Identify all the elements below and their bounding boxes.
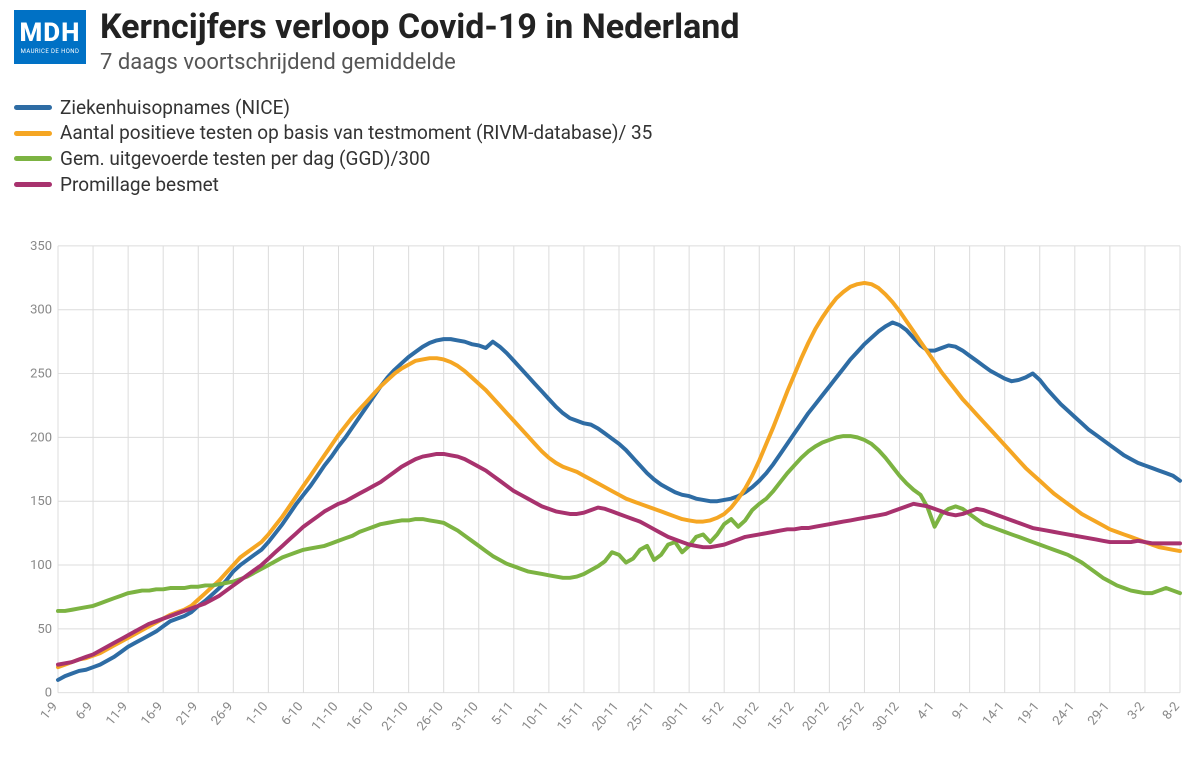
legend-label: Ziekenhuisopnames (NICE) xyxy=(60,95,290,121)
svg-text:10-12: 10-12 xyxy=(730,700,763,734)
svg-text:19-1: 19-1 xyxy=(1015,700,1043,729)
mdh-logo: MDH MAURICE DE HOND xyxy=(14,10,86,64)
svg-text:16-10: 16-10 xyxy=(344,700,377,734)
svg-text:100: 100 xyxy=(30,558,52,573)
legend-swatch xyxy=(14,131,52,136)
svg-text:21-10: 21-10 xyxy=(379,700,412,734)
legend-label: Aantal positieve testen op basis van tes… xyxy=(60,120,652,146)
svg-text:250: 250 xyxy=(30,367,52,382)
legend-item: Aantal positieve testen op basis van tes… xyxy=(14,120,1204,146)
legend-label: Gem. uitgevoerde testen per dag (GGD)/30… xyxy=(60,146,430,172)
svg-text:20-12: 20-12 xyxy=(800,700,833,734)
header: MDH MAURICE DE HOND Kerncijfers verloop … xyxy=(0,0,1204,77)
svg-text:1-9: 1-9 xyxy=(38,700,61,723)
svg-text:20-11: 20-11 xyxy=(589,700,622,734)
svg-text:350: 350 xyxy=(30,239,52,254)
legend-swatch xyxy=(14,105,52,110)
svg-text:26-9: 26-9 xyxy=(208,700,236,729)
svg-text:16-9: 16-9 xyxy=(138,700,166,729)
svg-text:31-10: 31-10 xyxy=(449,700,482,734)
legend: Ziekenhuisopnames (NICE)Aantal positieve… xyxy=(14,95,1204,198)
svg-text:8-2: 8-2 xyxy=(1160,700,1183,723)
svg-text:0: 0 xyxy=(45,686,52,701)
chart-subtitle: 7 daags voortschrijdend gemiddelde xyxy=(100,50,740,75)
svg-text:50: 50 xyxy=(37,622,52,637)
svg-text:30-12: 30-12 xyxy=(870,700,903,734)
legend-item: Gem. uitgevoerde testen per dag (GGD)/30… xyxy=(14,146,1204,172)
line-chart: 0501001502002503003501-96-911-916-921-92… xyxy=(14,238,1190,752)
legend-label: Promillage besmet xyxy=(60,172,219,198)
svg-text:24-1: 24-1 xyxy=(1050,700,1078,729)
logo-sub: MAURICE DE HOND xyxy=(21,48,80,55)
legend-item: Promillage besmet xyxy=(14,172,1204,198)
svg-text:14-1: 14-1 xyxy=(980,700,1008,729)
svg-text:11-10: 11-10 xyxy=(309,700,342,734)
svg-text:25-11: 25-11 xyxy=(625,700,658,734)
svg-text:30-11: 30-11 xyxy=(660,700,693,734)
svg-text:4-1: 4-1 xyxy=(914,700,937,723)
svg-text:300: 300 xyxy=(30,303,52,318)
chart-title: Kerncijfers verloop Covid-19 in Nederlan… xyxy=(100,10,740,46)
svg-text:200: 200 xyxy=(30,430,52,445)
svg-text:3-2: 3-2 xyxy=(1125,700,1148,723)
svg-text:21-9: 21-9 xyxy=(173,700,201,729)
svg-text:6-9: 6-9 xyxy=(73,700,96,723)
svg-text:1-10: 1-10 xyxy=(244,700,272,729)
legend-item: Ziekenhuisopnames (NICE) xyxy=(14,95,1204,121)
chart-area: 0501001502002503003501-96-911-916-921-92… xyxy=(14,238,1190,752)
svg-text:11-9: 11-9 xyxy=(103,700,131,729)
legend-swatch xyxy=(14,182,52,187)
svg-text:5-11: 5-11 xyxy=(489,700,517,729)
logo-main: MDH xyxy=(20,20,81,46)
svg-text:26-10: 26-10 xyxy=(414,700,447,734)
svg-text:29-1: 29-1 xyxy=(1085,700,1113,729)
svg-text:150: 150 xyxy=(30,494,52,509)
svg-text:25-12: 25-12 xyxy=(835,700,868,734)
svg-text:6-10: 6-10 xyxy=(279,700,307,729)
svg-text:15-12: 15-12 xyxy=(765,700,798,734)
svg-text:10-11: 10-11 xyxy=(519,700,552,734)
svg-text:9-1: 9-1 xyxy=(949,700,972,723)
svg-text:5-12: 5-12 xyxy=(699,700,727,729)
svg-text:15-11: 15-11 xyxy=(554,700,587,734)
legend-swatch xyxy=(14,156,52,161)
